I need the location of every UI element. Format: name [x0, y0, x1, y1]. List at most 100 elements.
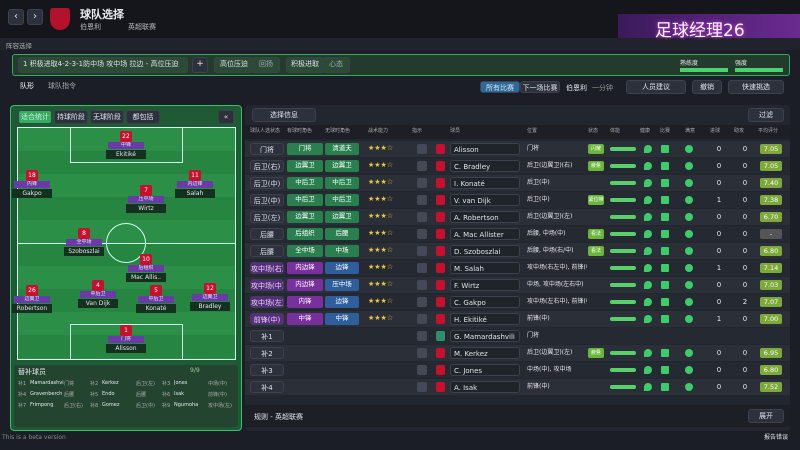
happy-icon [685, 264, 693, 272]
slot-button[interactable]: 补2 [250, 347, 284, 359]
view-tab[interactable]: 适合统计 [18, 110, 52, 124]
role-out[interactable]: 边翼卫 [325, 211, 359, 223]
instructions-icon[interactable] [417, 331, 427, 341]
role-in[interactable]: 中后卫 [287, 177, 323, 189]
role-out[interactable]: 压中场 [325, 279, 359, 291]
column-header: 平均评分 [758, 128, 779, 134]
view-tab[interactable]: 持球阶段 [54, 110, 88, 124]
role-out[interactable]: 边锋 [325, 262, 359, 274]
player-name[interactable]: M. Salah [450, 262, 520, 274]
instructions-icon[interactable] [417, 212, 427, 222]
slot-button[interactable]: 前锋(中) [250, 313, 284, 325]
role-out[interactable]: 中后卫 [325, 194, 359, 206]
instructions-icon[interactable] [417, 195, 427, 205]
player-name[interactable]: V. van Dijk [450, 194, 520, 206]
sub-name: Endo [102, 391, 115, 397]
player-name[interactable]: G. Mamardashvili [450, 330, 520, 342]
instructions-icon[interactable] [417, 178, 427, 188]
player-name[interactable]: C. Jones [450, 364, 520, 376]
player-name[interactable]: A. Mac Allister [450, 228, 520, 240]
pressing[interactable]: 高位压迫 [214, 57, 254, 73]
instructions-icon[interactable] [417, 382, 427, 392]
role-in[interactable]: 后组织 [287, 228, 323, 240]
slot-button[interactable]: 补1 [250, 330, 284, 342]
role-in[interactable]: 门将 [287, 143, 323, 155]
tab[interactable]: 队形 [20, 82, 34, 90]
role-in[interactable]: 中后卫 [287, 194, 323, 206]
role-out[interactable]: 后腰 [325, 228, 359, 240]
role-out[interactable]: 中后卫 [325, 177, 359, 189]
collapse-button[interactable]: « [218, 110, 234, 124]
role-in[interactable]: 内边锋 [287, 262, 323, 274]
slot-button[interactable]: 补3 [250, 364, 284, 376]
instructions-icon[interactable] [417, 246, 427, 256]
select-info[interactable]: 选择信息 [252, 108, 316, 122]
role-out[interactable]: 中锋 [325, 313, 359, 325]
view-tab[interactable]: 都包括 [126, 110, 160, 124]
slot-button[interactable]: 后卫(左) [250, 211, 284, 223]
role-out[interactable]: 中场 [325, 245, 359, 257]
rules[interactable]: 规则 - 英超联赛 [254, 413, 303, 421]
player-name[interactable]: H. Ekitiké [450, 313, 520, 325]
goals: 0 [716, 145, 722, 153]
slot-button[interactable]: 攻中场(中) [250, 279, 284, 291]
role-in[interactable]: 边翼卫 [287, 211, 323, 223]
tactic-select[interactable]: 1 积极进取4-2-3-1防中场 攻中场 拉边 - 高位压迫 [18, 57, 188, 73]
player-name[interactable]: I. Konaté [450, 177, 520, 189]
instructions-icon[interactable] [417, 263, 427, 273]
goals: 0 [716, 349, 722, 357]
undo-button[interactable]: 撤销 [692, 80, 722, 94]
slot-button[interactable]: 攻中场(左) [250, 296, 284, 308]
view-tab[interactable]: 无球阶段 [90, 110, 124, 124]
add-button[interactable]: + [192, 57, 208, 73]
filter-button[interactable]: 过滤 [748, 108, 784, 122]
role-out[interactable]: 清道夫 [325, 143, 359, 155]
player-name[interactable]: Alisson [450, 143, 520, 155]
sub-slot: 补9 [162, 403, 171, 409]
role-in[interactable]: 内锋 [287, 296, 323, 308]
player-shirt [436, 161, 445, 171]
report-button[interactable]: 报告错误 [764, 434, 789, 441]
slot-button[interactable]: 补4 [250, 381, 284, 393]
role-in[interactable]: 全中场 [287, 245, 323, 257]
role-in[interactable]: 中锋 [287, 313, 323, 325]
instructions-icon[interactable] [417, 365, 427, 375]
player-name[interactable]: C. Gakpo [450, 296, 520, 308]
instructions-icon[interactable] [417, 229, 427, 239]
slot-button[interactable]: 后卫(中) [250, 177, 284, 189]
quick-button[interactable]: 快速挑选 [728, 80, 784, 94]
player-name[interactable]: A. Isak [450, 381, 520, 393]
role-in[interactable]: 内边锋 [287, 279, 323, 291]
expand-button[interactable]: 展开 [748, 409, 784, 423]
match-type[interactable]: 下一场比赛 [520, 81, 560, 93]
shirt: 1 [120, 325, 132, 336]
slot-button[interactable]: 后腰 [250, 245, 284, 257]
match-type[interactable]: 所有比赛 [480, 81, 520, 93]
player-name[interactable]: C. Bradley [450, 160, 520, 172]
role-in[interactable]: 边翼卫 [287, 160, 323, 172]
mentality[interactable]: 积极进取 [286, 57, 324, 73]
instructions-icon[interactable] [417, 297, 427, 307]
slot-button[interactable]: 后腰 [250, 228, 284, 240]
tab[interactable]: 球队指令 [48, 82, 76, 90]
player-name[interactable]: A. Robertson [450, 211, 520, 223]
slot-button[interactable]: 攻中场(右) [250, 262, 284, 274]
player-name[interactable]: D. Szoboszlai [450, 245, 520, 257]
column-header: 体能 [610, 128, 621, 134]
role-out[interactable]: 边翼卫 [325, 160, 359, 172]
slot-button[interactable]: 后卫(右) [250, 160, 284, 172]
instructions-icon[interactable] [417, 161, 427, 171]
forward-button[interactable]: › [27, 9, 43, 25]
instructions-icon[interactable] [417, 348, 427, 358]
instructions-icon[interactable] [417, 144, 427, 154]
instructions-icon[interactable] [417, 280, 427, 290]
player-name[interactable]: M. Kerkez [450, 347, 520, 359]
instructions-icon[interactable] [417, 314, 427, 324]
suggest-button[interactable]: 人员建议 [626, 80, 686, 94]
avg-rating: 7.07 [760, 297, 782, 307]
back-button[interactable]: ‹ [8, 9, 24, 25]
slot-button[interactable]: 后卫(中) [250, 194, 284, 206]
role-out[interactable]: 边锋 [325, 296, 359, 308]
player-name[interactable]: F. Wirtz [450, 279, 520, 291]
slot-button[interactable]: 门将 [250, 143, 284, 155]
